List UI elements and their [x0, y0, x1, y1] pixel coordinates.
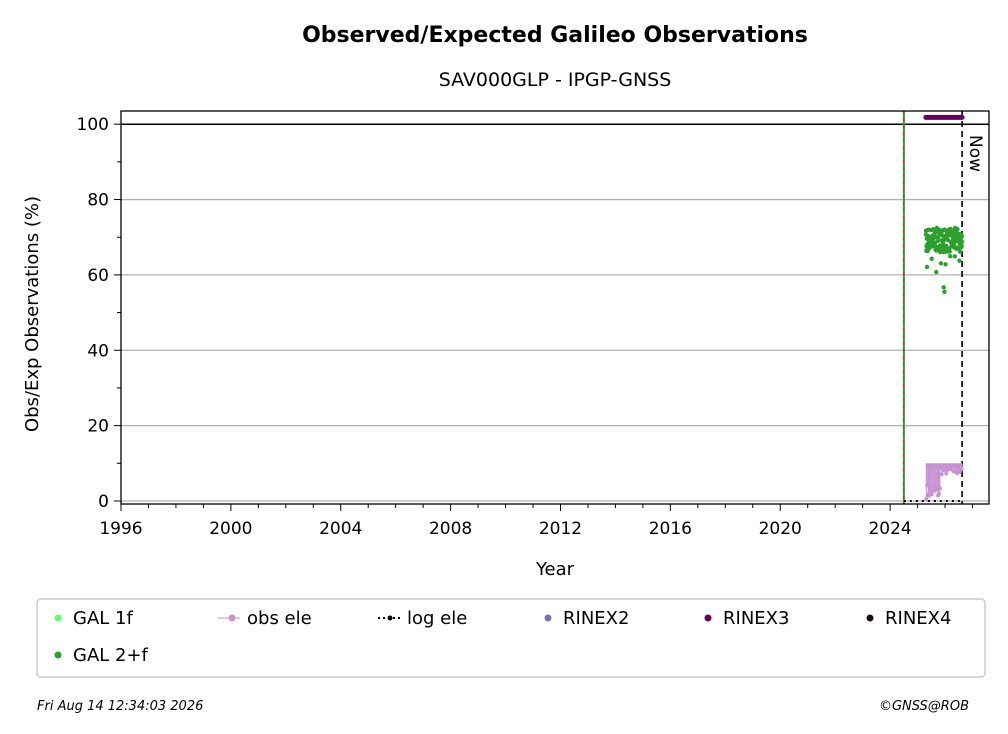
gal2f-point: [934, 269, 939, 275]
obs-ele-point: [941, 468, 946, 473]
gal2f-point: [947, 249, 952, 254]
legend-marker: [54, 651, 62, 659]
y-axis-label: Obs/Exp Observations (%): [22, 196, 43, 432]
legend-item: log ele: [378, 608, 467, 629]
legend-label: RINEX3: [723, 608, 789, 629]
legend-marker: [704, 614, 712, 622]
legend-box: [36, 598, 986, 678]
legend-item: RINEX2: [544, 608, 629, 629]
gal2f-point: [959, 239, 965, 244]
legend-item: GAL 1f: [54, 608, 133, 629]
legend-label: obs ele: [247, 608, 312, 629]
obs-ele-point: [929, 492, 934, 497]
y-tick-label: 20: [87, 417, 109, 437]
gal2f-point: [938, 261, 944, 266]
axes-frame: [120, 110, 990, 505]
gal2f-point: [941, 285, 946, 290]
gal2f-point: [959, 244, 964, 249]
x-tick-label: 2020: [759, 519, 802, 539]
x-tick-label: 2024: [868, 519, 911, 539]
legend-marker: [866, 614, 874, 622]
gal2f-point: [942, 228, 948, 233]
legend-item: GAL 2+f: [54, 645, 149, 666]
gal2f-point: [924, 264, 930, 270]
gal2f-series: [923, 225, 965, 295]
x-tick-label: 2016: [649, 519, 692, 539]
legend-item: RINEX3: [704, 608, 789, 629]
now-label: Now: [965, 135, 985, 172]
gal2f-point: [947, 254, 953, 259]
legend: GAL 1f obs ele log ele RINEX2 RINEX3 RINEX4 GA…: [54, 608, 951, 666]
obs-ele-series: [924, 463, 964, 502]
obs-ele-point: [924, 497, 929, 502]
x-tick-label: 2004: [319, 519, 362, 539]
y-tick-label: 0: [98, 492, 109, 512]
footer-credit: ©GNSS@ROB: [879, 699, 969, 714]
obs-ele-point: [936, 491, 941, 496]
x-axis-label: Year: [535, 559, 575, 580]
gal2f-point: [957, 258, 962, 263]
x-axis: 1996 2000 2004 2008 2012 2016 2020 2024: [99, 504, 974, 539]
legend-marker: [228, 614, 236, 622]
y-tick-label: 80: [87, 191, 109, 211]
legend-marker: [54, 614, 62, 622]
legend-label: RINEX4: [885, 608, 951, 629]
x-tick-label: 2008: [429, 519, 472, 539]
chart-title: Observed/Expected Galileo Observations: [302, 23, 808, 48]
legend-label: GAL 1f: [73, 608, 133, 629]
gal2f-point: [942, 289, 947, 295]
y-tick-label: 40: [87, 341, 109, 361]
y-tick-label: 100: [77, 115, 109, 135]
gal2f-point: [943, 262, 948, 267]
legend-label: RINEX2: [563, 608, 629, 629]
x-tick-label: 2012: [539, 519, 582, 539]
legend-marker: [544, 614, 552, 622]
gridlines: [121, 198, 989, 502]
gal2f-point: [955, 226, 960, 232]
footer-timestamp: Fri Aug 14 12:34:03 2026: [37, 699, 203, 714]
plot-area: [121, 111, 989, 504]
gal2f-point: [952, 254, 957, 259]
x-tick-label: 2000: [209, 519, 252, 539]
legend-label: log ele: [407, 608, 467, 629]
obs-ele-point: [959, 467, 964, 472]
legend-item: RINEX4: [866, 608, 951, 629]
legend-item: obs ele: [218, 608, 312, 629]
y-tick-label: 60: [87, 266, 109, 286]
obs-ele-point: [937, 486, 942, 491]
obs-ele-point: [939, 472, 944, 477]
gal2f-point: [929, 256, 934, 261]
gal2f-point: [957, 249, 963, 254]
obs-ele-point: [944, 471, 949, 476]
legend-label: GAL 2+f: [73, 645, 149, 666]
gal2f-point: [959, 233, 965, 239]
y-axis: 0 20 40 60 80 100: [77, 115, 121, 512]
gal2f-point: [935, 238, 940, 244]
gal2f-point: [935, 235, 941, 240]
chart-subtitle: SAV000GLP - IPGP-GNSS: [439, 69, 672, 91]
x-tick-label: 1996: [99, 519, 142, 539]
legend-marker: [387, 615, 393, 621]
